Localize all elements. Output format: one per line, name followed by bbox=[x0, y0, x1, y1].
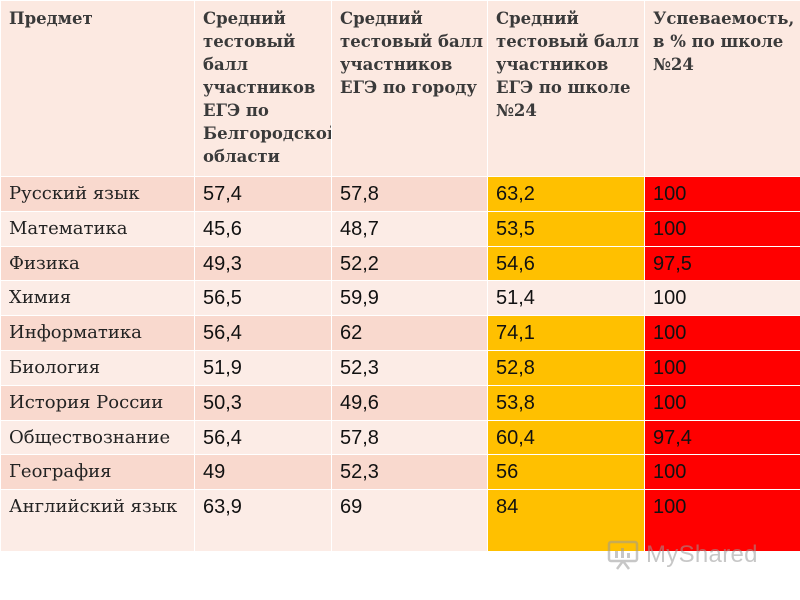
header-city-avg: Средний тестовый балл участников ЕГЭ по … bbox=[331, 0, 488, 177]
school-cell: 74,1 bbox=[487, 315, 645, 351]
region-cell: 57,4 bbox=[194, 176, 332, 212]
subject-cell: Русский язык bbox=[0, 176, 195, 212]
subject-cell: Информатика bbox=[0, 315, 195, 351]
watermark: MyShared bbox=[606, 538, 758, 572]
subject-cell: География bbox=[0, 454, 195, 491]
success-cell: 100 bbox=[644, 210, 800, 247]
school-cell: 56 bbox=[487, 454, 645, 491]
city-cell: 52,2 bbox=[331, 245, 488, 282]
city-cell: 52,3 bbox=[331, 454, 488, 491]
subject-cell: Математика bbox=[0, 210, 195, 247]
header-school-avg: Средний тестовый балл участников ЕГЭ по … bbox=[487, 0, 645, 177]
school-cell: 53,5 bbox=[487, 210, 645, 247]
school-cell: 63,2 bbox=[487, 176, 645, 212]
success-cell: 100 bbox=[644, 280, 800, 317]
table-row: Информатика 56,4 62 74,1 100 bbox=[0, 315, 800, 351]
subject-cell: История России bbox=[0, 384, 195, 421]
header-row: Предмет Средний тестовый балл участников… bbox=[0, 0, 800, 177]
subject-cell: Биология bbox=[0, 349, 195, 386]
city-cell: 49,6 bbox=[331, 384, 488, 421]
watermark-text: MyShared bbox=[646, 541, 758, 568]
success-cell: 100 bbox=[644, 489, 800, 553]
success-cell: 100 bbox=[644, 315, 800, 351]
table-row: Математика 45,6 48,7 53,5 100 bbox=[0, 210, 800, 247]
region-cell: 56,4 bbox=[194, 315, 332, 351]
school-cell: 51,4 bbox=[487, 280, 645, 317]
city-cell: 48,7 bbox=[331, 210, 488, 247]
region-cell: 63,9 bbox=[194, 489, 332, 553]
table-row: Биология 51,9 52,3 52,8 100 bbox=[0, 349, 800, 386]
city-cell: 57,8 bbox=[331, 176, 488, 212]
subject-cell: Английский язык bbox=[0, 489, 195, 553]
table-row: Русский язык 57,4 57,8 63,2 100 bbox=[0, 176, 800, 212]
table-row: Физика 49,3 52,2 54,6 97,5 bbox=[0, 245, 800, 282]
table-row: Химия 56,5 59,9 51,4 100 bbox=[0, 280, 800, 317]
table-row: География 49 52,3 56 100 bbox=[0, 454, 800, 491]
school-cell: 60,4 bbox=[487, 419, 645, 456]
subject-cell: Химия bbox=[0, 280, 195, 317]
success-cell: 100 bbox=[644, 384, 800, 421]
subject-cell: Физика bbox=[0, 245, 195, 282]
region-cell: 49 bbox=[194, 454, 332, 491]
subject-cell: Обществознание bbox=[0, 419, 195, 456]
table-row: Английский язык 63,9 69 84 100 bbox=[0, 489, 800, 553]
city-cell: 59,9 bbox=[331, 280, 488, 317]
school-cell: 84 bbox=[487, 489, 645, 553]
table-row: История России 50,3 49,6 53,8 100 bbox=[0, 384, 800, 421]
city-cell: 69 bbox=[331, 489, 488, 553]
table-row: Обществознание 56,4 57,8 60,4 97,4 bbox=[0, 419, 800, 456]
region-cell: 50,3 bbox=[194, 384, 332, 421]
success-cell: 100 bbox=[644, 176, 800, 212]
success-cell: 100 bbox=[644, 349, 800, 386]
city-cell: 62 bbox=[331, 315, 488, 351]
header-region-avg: Средний тестовый балл участников ЕГЭ по … bbox=[194, 0, 332, 177]
city-cell: 57,8 bbox=[331, 419, 488, 456]
presentation-board-icon bbox=[607, 540, 639, 570]
header-subject: Предмет bbox=[0, 0, 195, 177]
region-cell: 56,5 bbox=[194, 280, 332, 317]
school-cell: 52,8 bbox=[487, 349, 645, 386]
region-cell: 49,3 bbox=[194, 245, 332, 282]
header-success-rate: Успеваемость, в % по школе №24 bbox=[644, 0, 800, 177]
school-cell: 54,6 bbox=[487, 245, 645, 282]
region-cell: 45,6 bbox=[194, 210, 332, 247]
city-cell: 52,3 bbox=[331, 349, 488, 386]
results-table: Предмет Средний тестовый балл участников… bbox=[0, 0, 800, 553]
success-cell: 100 bbox=[644, 454, 800, 491]
region-cell: 51,9 bbox=[194, 349, 332, 386]
success-cell: 97,4 bbox=[644, 419, 800, 456]
region-cell: 56,4 bbox=[194, 419, 332, 456]
success-cell: 97,5 bbox=[644, 245, 800, 282]
school-cell: 53,8 bbox=[487, 384, 645, 421]
